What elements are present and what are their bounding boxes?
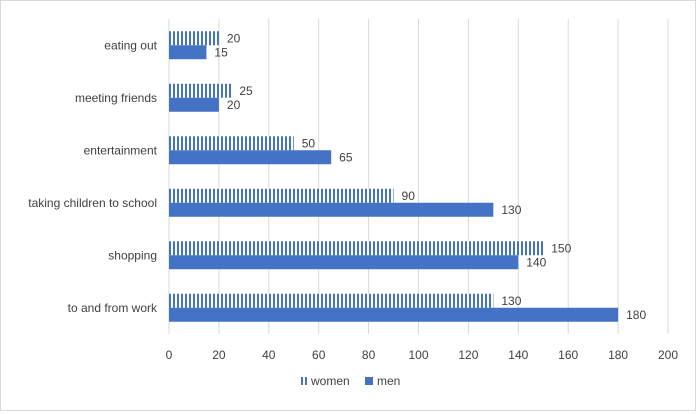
x-tick-label: 40 [262, 348, 276, 362]
x-tick-label: 0 [166, 348, 173, 362]
bar-men [169, 307, 619, 322]
data-label: 150 [551, 241, 571, 255]
bar-men [169, 97, 219, 112]
data-label: 15 [214, 45, 228, 59]
x-tick-label: 80 [362, 348, 376, 362]
legend-swatch-women [299, 377, 307, 385]
data-label: 25 [239, 84, 253, 98]
x-tick-label: 100 [408, 348, 428, 362]
data-label: 20 [227, 31, 241, 45]
bar-women [169, 83, 232, 98]
x-tick-label: 160 [558, 348, 578, 362]
bar-women [169, 241, 544, 256]
bar-women [169, 188, 394, 203]
data-label: 180 [626, 308, 646, 322]
data-label: 140 [526, 255, 546, 269]
category-label: meeting friends [75, 91, 157, 105]
data-label: 20 [227, 98, 241, 112]
x-tick-label: 60 [312, 348, 326, 362]
bar-men [169, 255, 519, 270]
bar-women [169, 136, 294, 151]
bar-men [169, 150, 332, 165]
category-label: entertainment [84, 143, 158, 157]
x-tick-label: 140 [508, 348, 528, 362]
data-label: 130 [501, 203, 521, 217]
x-tick-label: 180 [608, 348, 628, 362]
category-label: to and from work [68, 301, 158, 315]
category-labels: eating out meeting friends entertainment ta… [28, 38, 158, 315]
legend-swatch-men [365, 377, 373, 385]
x-tick-label: 200 [658, 348, 678, 362]
bar-women [169, 293, 494, 308]
category-label: eating out [104, 38, 157, 52]
x-tick-label: 20 [212, 348, 226, 362]
data-label: 65 [339, 150, 353, 164]
bar-men [169, 45, 207, 60]
legend-label-women: women [310, 374, 350, 388]
x-axis-tick-labels: 0 20 40 60 80 100 120 140 160 180 200 [166, 348, 679, 362]
bar-men [169, 202, 494, 217]
bar-women [169, 31, 219, 46]
gridlines [168, 19, 669, 334]
data-label: 90 [402, 189, 416, 203]
data-label: 50 [302, 136, 316, 150]
x-tick-label: 120 [458, 348, 478, 362]
category-label: shopping [108, 248, 157, 262]
legend: women men [299, 374, 400, 388]
category-label: taking children to school [28, 196, 157, 210]
legend-label-men: men [377, 374, 400, 388]
data-label: 130 [501, 294, 521, 308]
